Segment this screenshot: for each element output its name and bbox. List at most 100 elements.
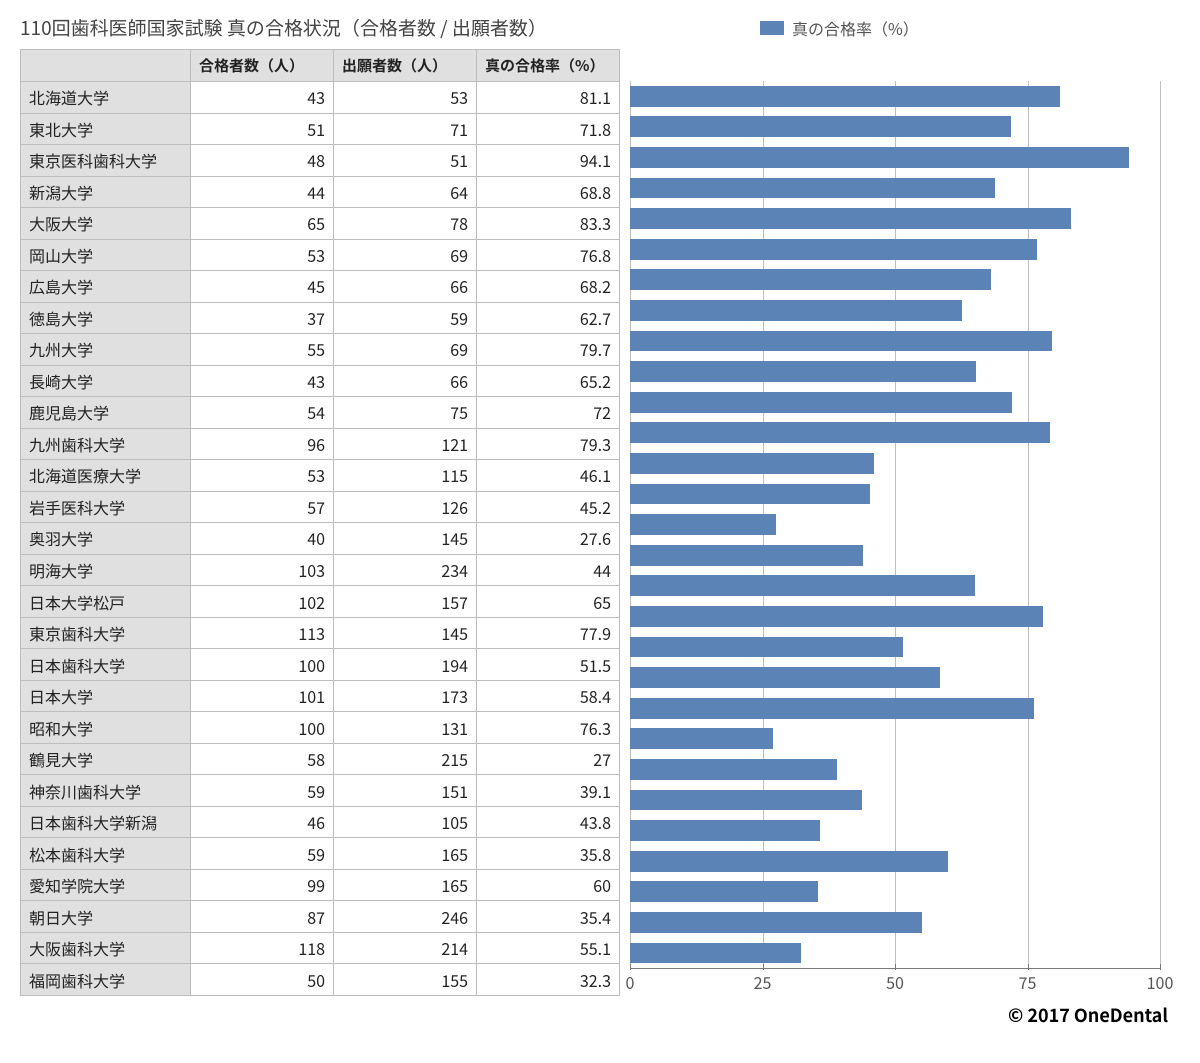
bar-row [630,326,1160,357]
cell-rate: 68.8 [477,176,620,208]
bar-row [630,295,1160,326]
bar [630,147,1129,168]
cell-passed: 57 [191,491,334,523]
table-row: 東京医科歯科大学485194.1 [21,145,620,177]
bar [630,392,1012,413]
cell-name: 大阪歯科大学 [21,932,191,964]
cell-passed: 65 [191,208,334,240]
cell-rate: 32.3 [477,964,620,996]
bar-row [630,81,1160,112]
cell-rate: 35.4 [477,901,620,933]
bar [630,606,1043,627]
cell-rate: 27 [477,743,620,775]
bar-row [630,356,1160,387]
table-row: 東京歯科大学11314577.9 [21,617,620,649]
bar-row [630,234,1160,265]
bar [630,208,1071,229]
table-row: 明海大学10323444 [21,554,620,586]
x-tick-label: 75 [1019,970,1037,994]
bar-row [630,203,1160,234]
legend: 真の合格率（%） [760,16,1180,40]
cell-name: 明海大学 [21,554,191,586]
bar [630,575,975,596]
cell-passed: 40 [191,523,334,555]
cell-name: 九州大学 [21,334,191,366]
bar [630,300,962,321]
x-tick-label: 0 [626,970,635,994]
table-row: 松本歯科大学5916535.8 [21,838,620,870]
bar [630,851,948,872]
table-row: 新潟大学446468.8 [21,176,620,208]
bar-row [630,173,1160,204]
bar [630,545,863,566]
cell-rate: 76.3 [477,712,620,744]
cell-applicants: 145 [334,523,477,555]
table-row: 昭和大学10013176.3 [21,712,620,744]
bar-row [630,876,1160,907]
x-tick-label: 50 [886,970,904,994]
table-row: 奥羽大学4014527.6 [21,523,620,555]
cell-passed: 58 [191,743,334,775]
cell-passed: 37 [191,302,334,334]
cell-name: 岩手医科大学 [21,491,191,523]
cell-name: 福岡歯科大学 [21,964,191,996]
cell-name: 日本歯科大学新潟 [21,806,191,838]
cell-applicants: 246 [334,901,477,933]
bar [630,86,1060,107]
table-row: 日本歯科大学10019451.5 [21,649,620,681]
page-title: 110回歯科医師国家試験 真の合格状況（合格者数 / 出願者数） [20,14,660,41]
cell-applicants: 64 [334,176,477,208]
cell-rate: 94.1 [477,145,620,177]
header-passed: 合格者数（人） [191,50,334,82]
cell-name: 奥羽大学 [21,523,191,555]
cell-rate: 83.3 [477,208,620,240]
bar [630,728,773,749]
table-row: 日本歯科大学新潟4610543.8 [21,806,620,838]
cell-rate: 60 [477,869,620,901]
cell-name: 長崎大学 [21,365,191,397]
x-tick-label: 25 [754,970,772,994]
cell-passed: 87 [191,901,334,933]
bar-row [630,448,1160,479]
bar [630,269,991,290]
cell-applicants: 165 [334,838,477,870]
bar-row [630,754,1160,785]
table-row: 九州大学556979.7 [21,334,620,366]
cell-name: 東京医科歯科大学 [21,145,191,177]
table-row: 岩手医科大学5712645.2 [21,491,620,523]
cell-name: 大阪大学 [21,208,191,240]
cell-name: 日本大学 [21,680,191,712]
bar-row [630,571,1160,602]
gridline [1160,81,1161,968]
table-row: 大阪大学657883.3 [21,208,620,240]
cell-applicants: 194 [334,649,477,681]
cell-passed: 55 [191,334,334,366]
cell-passed: 99 [191,869,334,901]
bar [630,943,801,964]
cell-rate: 35.8 [477,838,620,870]
bar [630,514,776,535]
bar [630,453,874,474]
cell-passed: 45 [191,271,334,303]
bar [630,820,820,841]
cell-name: 鶴見大学 [21,743,191,775]
table-row: 東北大学517171.8 [21,113,620,145]
table-row: 日本大学10117358.4 [21,680,620,712]
cell-applicants: 234 [334,554,477,586]
cell-applicants: 69 [334,239,477,271]
cell-name: 広島大学 [21,271,191,303]
table-row: 日本大学松戸10215765 [21,586,620,618]
cell-passed: 102 [191,586,334,618]
cell-rate: 76.8 [477,239,620,271]
table-row: 愛知学院大学9916560 [21,869,620,901]
bar-row [630,723,1160,754]
cell-passed: 46 [191,806,334,838]
cell-rate: 27.6 [477,523,620,555]
cell-applicants: 71 [334,113,477,145]
cell-applicants: 105 [334,806,477,838]
bar [630,361,976,382]
table-row: 九州歯科大学9612179.3 [21,428,620,460]
header-name [21,50,191,82]
bar-row [630,907,1160,938]
bar [630,331,1052,352]
